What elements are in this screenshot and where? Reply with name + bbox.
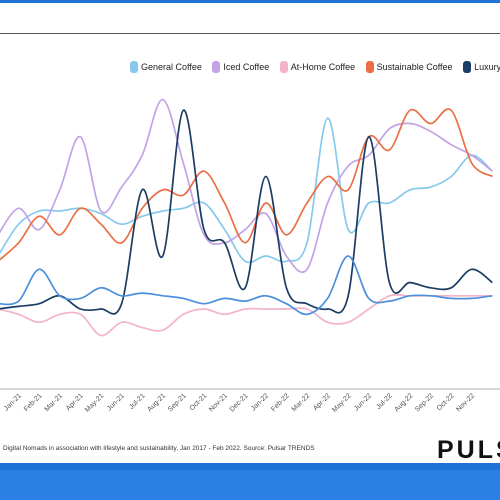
series-line-sustainable-coffee [0, 108, 493, 261]
legend-swatch [279, 61, 288, 73]
legend-label: General Coffee [141, 62, 202, 72]
x-tick-label: Jun-21 [106, 392, 126, 412]
x-tick-label: May-22 [331, 392, 353, 414]
x-tick-label: Nov-21 [208, 392, 229, 413]
series-line-general-coffee [0, 117, 493, 264]
legend-label: At-Home Coffee [290, 62, 356, 72]
series-line-luxury-coffee [0, 109, 493, 315]
x-tick-label: May-21 [84, 392, 106, 414]
x-tick-label: Apr-21 [65, 392, 85, 412]
series-line-iced-coffee [0, 98, 493, 274]
legend-label: Sustainable Coffee [376, 62, 453, 72]
x-tick-label: Mar-21 [44, 392, 65, 413]
x-tick-label: Aug-21 [146, 392, 167, 413]
x-tick-label: Aug-22 [393, 392, 414, 413]
legend-swatch [130, 61, 138, 73]
x-tick-labels: Jan-21 Feb-21 Mar-21 Apr-21 May-21 Jun-21 Jul-… [3, 392, 476, 414]
x-tick-label: Jul-22 [375, 392, 394, 411]
legend-item-at-home-coffee: At-Home Coffee [279, 61, 356, 73]
legend-item-sustainable-coffee: Sustainable Coffee [365, 61, 453, 73]
x-tick-label: Jan-22 [250, 392, 270, 412]
x-tick-label: Sep-21 [167, 392, 188, 413]
x-tick-label: Oct-21 [189, 392, 209, 412]
legend-item-luxury-coffee: Luxury Coffee [463, 61, 500, 73]
x-tick-label: Oct-22 [436, 392, 456, 412]
bottom-bar-panel [0, 470, 500, 500]
x-tick-label: Feb-21 [23, 392, 44, 413]
x-tick-label: Nov-22 [455, 392, 476, 413]
top-accent-bar [0, 0, 500, 3]
legend-swatch [365, 61, 374, 73]
legend-swatch [463, 61, 472, 73]
x-tick-label: Jan-21 [3, 392, 23, 412]
series-line-series-5 [0, 255, 493, 316]
legend-label: Luxury Coffee [474, 62, 500, 72]
x-tick-label: Mar-22 [291, 392, 312, 413]
chart-legend: General Coffee Iced Coffee At-Home Coffe… [130, 61, 500, 77]
x-tick-label: Apr-22 [312, 392, 332, 412]
source-note: Digital Nomads in association with lifes… [3, 445, 315, 452]
x-tick-label: Jun-22 [353, 392, 373, 412]
legend-label: Iced Coffee [223, 62, 270, 72]
series-layer [0, 98, 493, 337]
x-tick-label: Sep-22 [414, 392, 435, 413]
legend-item-iced-coffee: Iced Coffee [212, 61, 269, 73]
legend-swatch [212, 61, 221, 73]
legend-item-general-coffee: General Coffee [130, 61, 202, 73]
x-tick-label: Dec-21 [229, 392, 250, 413]
brand-logo: PULS [437, 436, 500, 464]
top-border-line [0, 33, 500, 34]
x-tick-label: Feb-22 [270, 392, 291, 413]
x-tick-label: Jul-21 [128, 392, 147, 411]
